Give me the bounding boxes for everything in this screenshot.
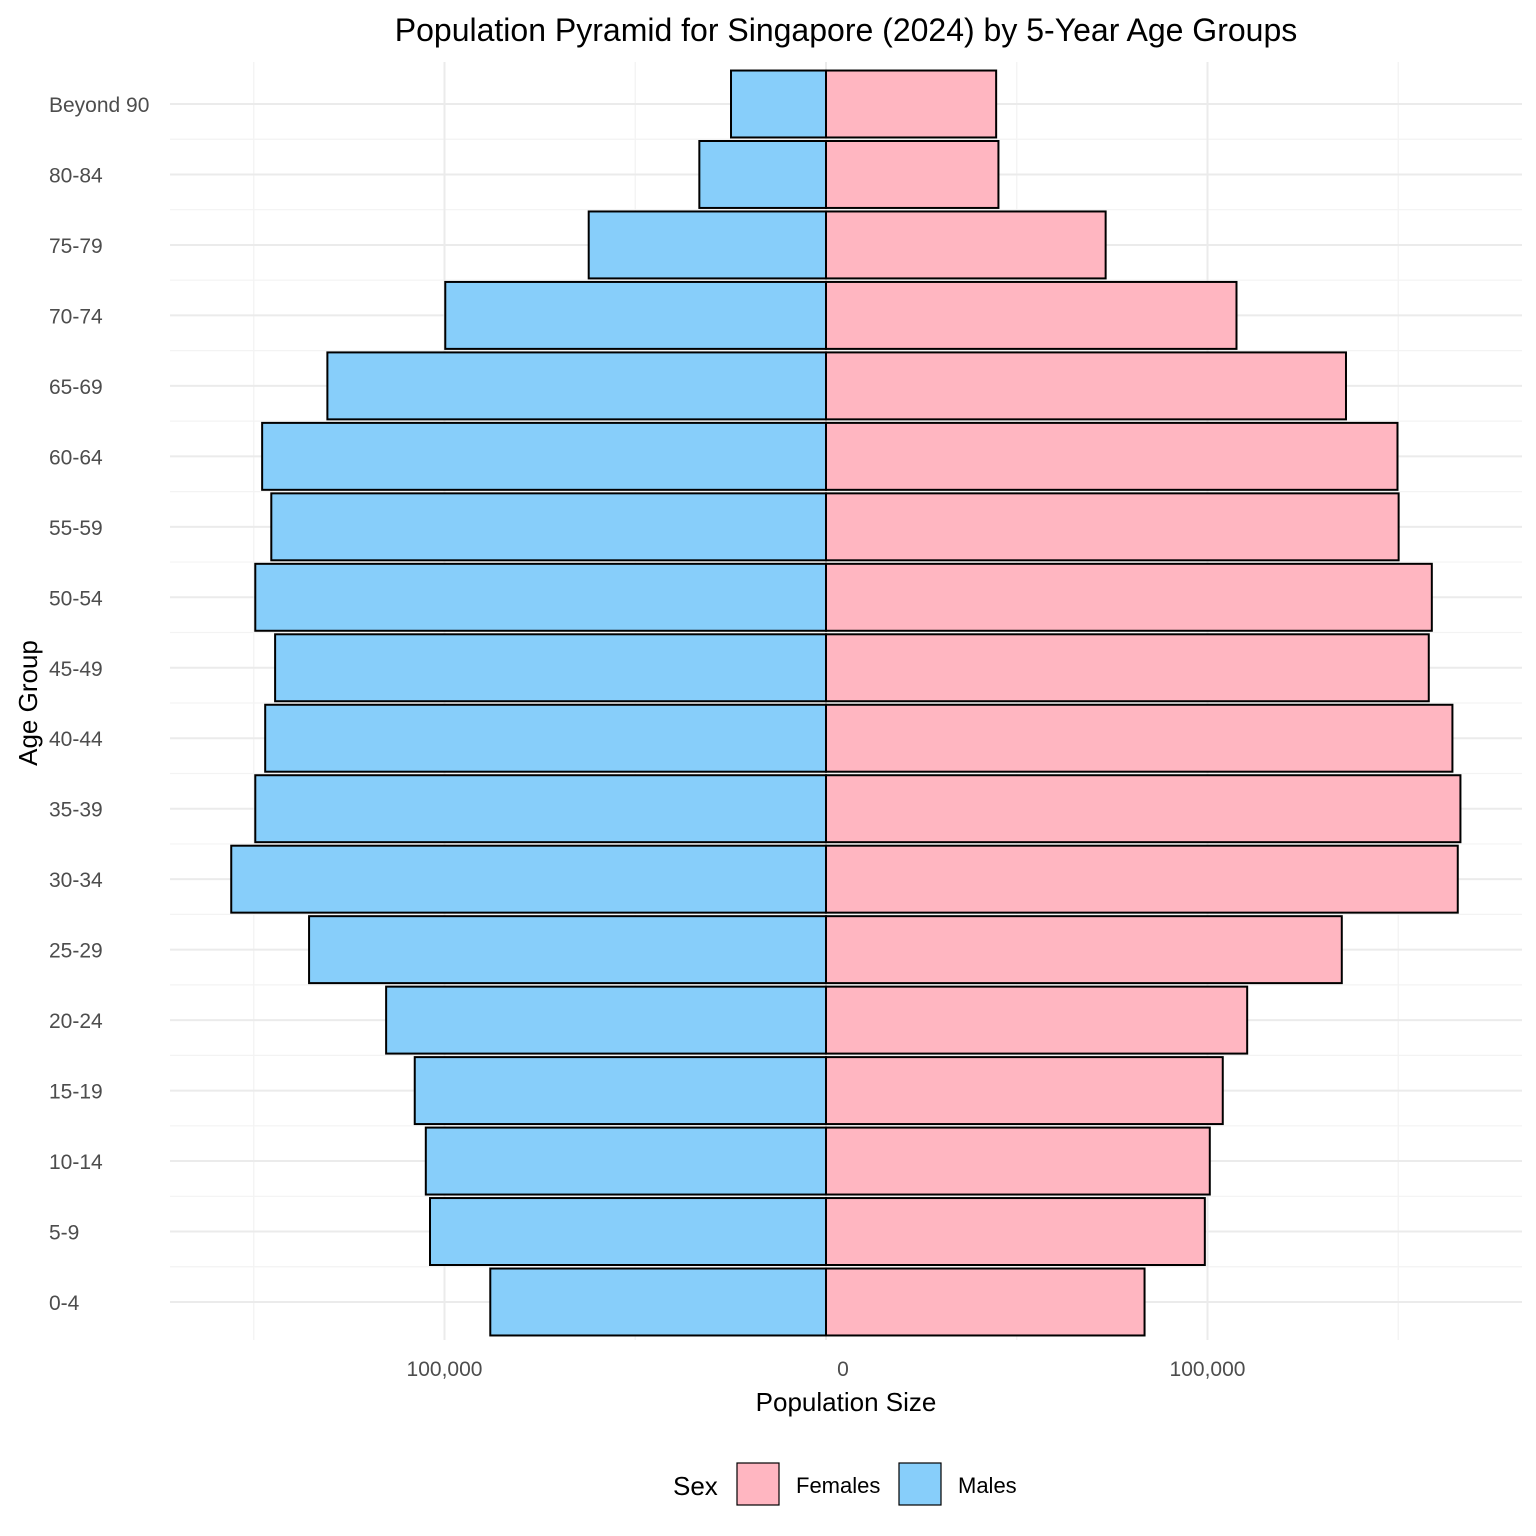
bar-males-20-24 (385, 985, 827, 1055)
y-tick-label: Beyond 90 (49, 94, 149, 117)
x-tick-label: 0 (837, 1358, 849, 1381)
x-tick-label: 100,000 (407, 1358, 483, 1381)
bar-females-35-39 (825, 774, 1462, 844)
bar-males-0-4 (489, 1267, 827, 1337)
bar-females-65-69 (825, 351, 1347, 421)
bar-males-5-9 (429, 1197, 827, 1267)
y-tick-label: 10-14 (49, 1151, 103, 1174)
y-tick-label: 25-29 (49, 940, 103, 963)
y-tick-label: 45-49 (49, 658, 103, 681)
bar-males-70-74 (444, 280, 827, 350)
y-tick-label: 55-59 (49, 517, 103, 540)
bar-females-40-44 (825, 703, 1454, 773)
bar-males-25-29 (308, 915, 827, 985)
y-tick-label: 15-19 (49, 1081, 103, 1104)
y-tick-label: 40-44 (49, 728, 103, 751)
bar-males-45-49 (274, 633, 827, 703)
y-tick-label: 0-4 (49, 1292, 80, 1315)
bar-females-beyond-90 (825, 69, 998, 139)
y-tick-label: 35-39 (49, 799, 103, 822)
legend-swatch-females (736, 1462, 780, 1506)
bar-females-25-29 (825, 915, 1343, 985)
bar-females-15-19 (825, 1056, 1224, 1126)
bar-males-10-14 (424, 1126, 827, 1196)
bar-females-20-24 (825, 985, 1249, 1055)
bar-females-70-74 (825, 280, 1238, 350)
y-tick-label: 75-79 (49, 235, 103, 258)
bar-males-beyond-90 (730, 69, 827, 139)
y-axis-title: Age Group (13, 640, 43, 766)
y-tick-label: 70-74 (49, 305, 103, 328)
y-tick-label: 50-54 (49, 587, 103, 610)
bar-females-55-59 (825, 492, 1400, 562)
x-tick-label: 100,000 (1170, 1358, 1246, 1381)
bar-females-60-64 (825, 421, 1399, 491)
bar-females-50-54 (825, 562, 1433, 632)
x-tick-labels: 100,000 0 100,000 (407, 1358, 1246, 1381)
y-tick-label: 30-34 (49, 869, 103, 892)
bar-females-45-49 (825, 633, 1430, 703)
bar-males-30-34 (230, 844, 827, 914)
bar-males-65-69 (326, 351, 827, 421)
bar-males-40-44 (264, 703, 827, 773)
legend-label-males: Males (958, 1473, 1017, 1498)
y-tick-label: 5-9 (49, 1222, 79, 1245)
bar-males-55-59 (270, 492, 827, 562)
bar-males-80-84 (698, 139, 827, 209)
bar-females-80-84 (825, 139, 1000, 209)
chart-title: Population Pyramid for Singapore (2024) … (395, 12, 1297, 48)
legend-swatch-males (898, 1462, 942, 1506)
y-tick-label: 65-69 (49, 376, 103, 399)
y-tick-label: 60-64 (49, 446, 103, 469)
bar-females-30-34 (825, 844, 1459, 914)
y-tick-labels: 0-4 5-9 10-14 15-19 20-24 25-29 30-34 35-39 40-4… (49, 94, 149, 1315)
x-axis-title: Population Size (756, 1387, 937, 1417)
bar-males-35-39 (254, 774, 827, 844)
bar-females-10-14 (825, 1126, 1211, 1196)
bar-females-75-79 (825, 210, 1107, 280)
bars (230, 69, 1462, 1337)
bar-males-60-64 (261, 421, 827, 491)
legend-label-females: Females (796, 1473, 880, 1498)
legend: Sex Females Males (673, 1462, 1017, 1506)
legend-title: Sex (673, 1471, 718, 1501)
y-tick-label: 20-24 (49, 1010, 103, 1033)
bar-males-75-79 (587, 210, 827, 280)
y-tick-label: 80-84 (49, 164, 103, 187)
bar-males-15-19 (413, 1056, 827, 1126)
bar-males-50-54 (254, 562, 827, 632)
bar-females-0-4 (825, 1267, 1146, 1337)
bar-females-5-9 (825, 1197, 1206, 1267)
